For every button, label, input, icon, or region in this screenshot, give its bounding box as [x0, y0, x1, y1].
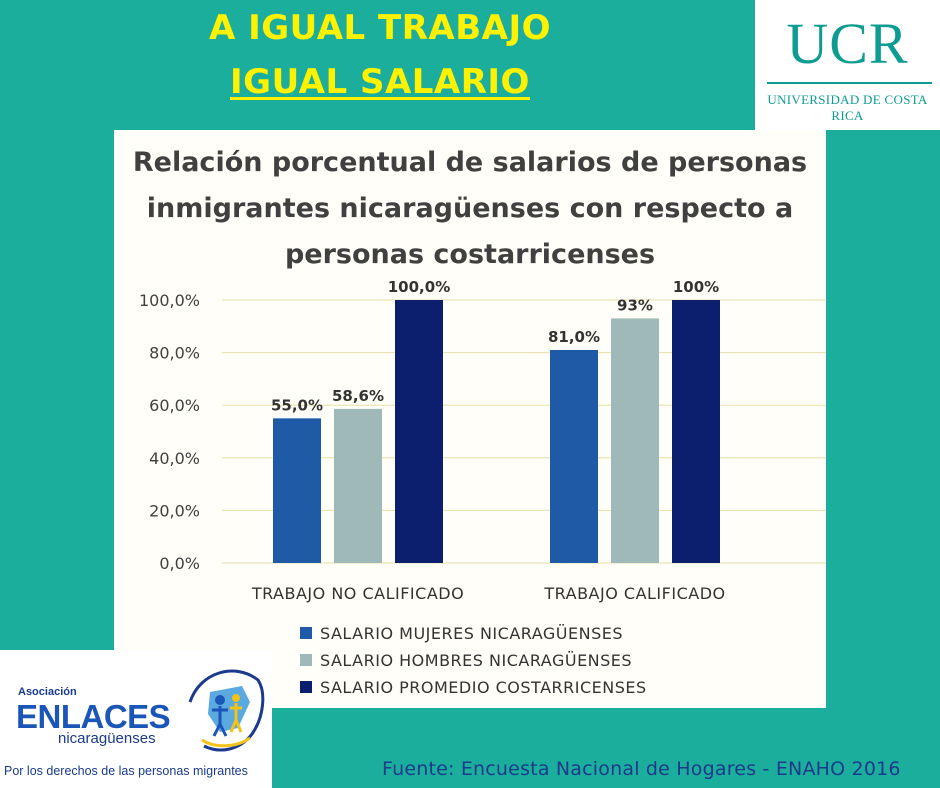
chart-title-line-1: Relación porcentual de salarios de perso… [132, 147, 808, 178]
y-tick-label: 0,0% [159, 554, 200, 573]
bar-chart: 0,0% 20,0% 40,0% 60,0% 80,0% 100,0% 55,0% 58,6%… [139, 278, 826, 697]
ucr-logo-divider [767, 82, 932, 84]
enlaces-emblem-icon [188, 669, 265, 752]
enlaces-logo-asociacion: Asociación [18, 686, 77, 698]
x-tick-label: TRABAJO CALIFICADO [543, 584, 725, 603]
headline-line-1: A IGUAL TRABAJO [208, 8, 552, 48]
bar [550, 349, 598, 563]
enlaces-logo-sub: nicaragüenses [58, 730, 156, 747]
headline-line-2: IGUAL SALARIO [230, 62, 530, 102]
chart-title-line-3: personas costarricenses [284, 239, 656, 270]
legend-swatch [300, 627, 312, 639]
y-tick-label: 100,0% [139, 291, 200, 310]
y-tick-label: 40,0% [149, 449, 200, 468]
chart-panel: Relación porcentual de salarios de perso… [114, 130, 826, 708]
ucr-logo: UCR UNIVERSIDAD DE COSTA RICA [755, 0, 940, 130]
legend-label: SALARIO PROMEDIO COSTARRICENSES [320, 678, 647, 697]
data-label: 100% [673, 278, 719, 296]
x-tick-label: TRABAJO NO CALIFICADO [251, 584, 464, 603]
legend-swatch [300, 654, 312, 666]
data-label: 55,0% [271, 396, 323, 414]
data-label: 81,0% [548, 328, 600, 346]
legend-swatch [300, 681, 312, 693]
y-tick-label: 60,0% [149, 396, 200, 415]
legend-label: SALARIO MUJERES NICARAGÜENSES [320, 624, 623, 643]
bar [672, 300, 720, 563]
enlaces-logo: Asociación ENLACES nicaragüenses Por los… [0, 650, 272, 788]
chart-title-line-2: inmigrantes nicaragüenses con respecto a [146, 193, 794, 224]
data-label: 93% [617, 296, 653, 314]
bar [395, 300, 443, 563]
data-label: 58,6% [332, 387, 384, 405]
enlaces-logo-name: ENLACES [16, 698, 171, 735]
bar [273, 418, 321, 563]
bar [334, 408, 382, 563]
legend-label: SALARIO HOMBRES NICARAGÜENSES [320, 651, 632, 670]
enlaces-logo-tagline: Por los derechos de las personas migrant… [4, 764, 248, 778]
y-tick-label: 20,0% [149, 501, 200, 520]
ucr-logo-sub: UNIVERSIDAD DE COSTA RICA [767, 92, 928, 123]
ucr-logo-main: UCR [786, 11, 909, 76]
source-note: Fuente: Encuesta Nacional de Hogares - E… [382, 758, 901, 780]
chart-title: Relación porcentual de salarios de perso… [114, 140, 826, 278]
y-tick-label: 80,0% [149, 344, 200, 363]
data-label: 100,0% [388, 278, 450, 296]
bar [611, 318, 659, 563]
